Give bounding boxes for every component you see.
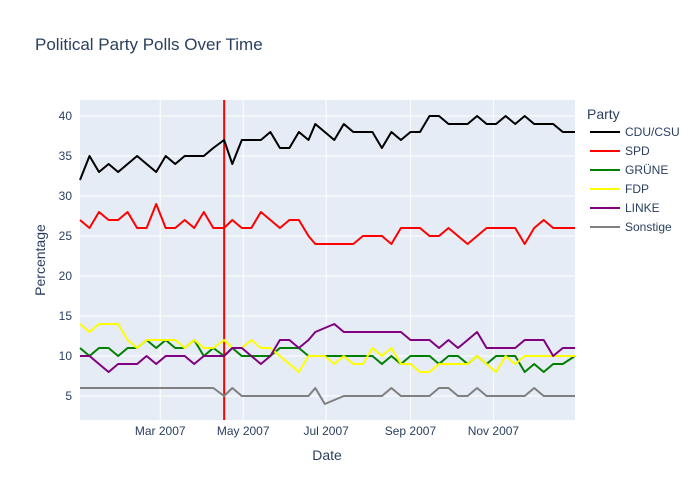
y-axis-title: Percentage (32, 224, 48, 296)
chart-title: Political Party Polls Over Time (35, 35, 263, 54)
x-tick-label: Nov 2007 (468, 424, 520, 438)
legend-items: CDU/CSU SPD GRÜNE FDP LINKE Sonstige (590, 125, 680, 234)
legend-item[interactable]: LINKE (590, 201, 660, 215)
y-axis-ticks: 5 10 15 20 25 30 35 40 (59, 109, 73, 403)
x-tick-label: Jul 2007 (303, 424, 349, 438)
y-tick-label: 40 (59, 109, 73, 123)
y-tick-label: 35 (59, 149, 73, 163)
series-line (79, 203, 575, 245)
series-line (80, 323, 575, 373)
legend-item[interactable]: GRÜNE (590, 163, 668, 177)
x-tick-label: Mar 2007 (135, 424, 186, 438)
legend-label: GRÜNE (625, 163, 668, 177)
legend-title: Party (587, 106, 620, 122)
series-line (79, 115, 575, 181)
x-axis-title: Date (312, 447, 342, 463)
legend-item[interactable]: SPD (590, 144, 650, 158)
x-tick-label: Sep 2007 (385, 424, 437, 438)
legend-label: SPD (625, 144, 650, 158)
y-tick-label: 15 (59, 309, 73, 323)
y-tick-label: 20 (59, 269, 73, 283)
x-tick-label: May 2007 (217, 424, 270, 438)
plot-area (80, 100, 575, 420)
legend-item[interactable]: CDU/CSU (590, 125, 680, 139)
series-line (79, 323, 575, 373)
legend-label: CDU/CSU (625, 125, 680, 139)
y-tick-label: 5 (65, 389, 72, 403)
legend: Party CDU/CSU SPD GRÜNE FDP LINKE Sonstige (587, 106, 680, 234)
legend-label: Sonstige (625, 220, 672, 234)
y-tick-label: 30 (59, 189, 73, 203)
legend-item[interactable]: FDP (590, 182, 649, 196)
y-tick-label: 25 (59, 229, 73, 243)
legend-label: LINKE (625, 201, 660, 215)
x-axis-ticks: Mar 2007 May 2007 Jul 2007 Sep 2007 Nov 2007 (135, 424, 520, 438)
y-tick-label: 10 (59, 349, 73, 363)
series-line (80, 387, 575, 405)
legend-item[interactable]: Sonstige (590, 220, 672, 234)
legend-label: FDP (625, 182, 649, 196)
series-layer (79, 115, 576, 405)
